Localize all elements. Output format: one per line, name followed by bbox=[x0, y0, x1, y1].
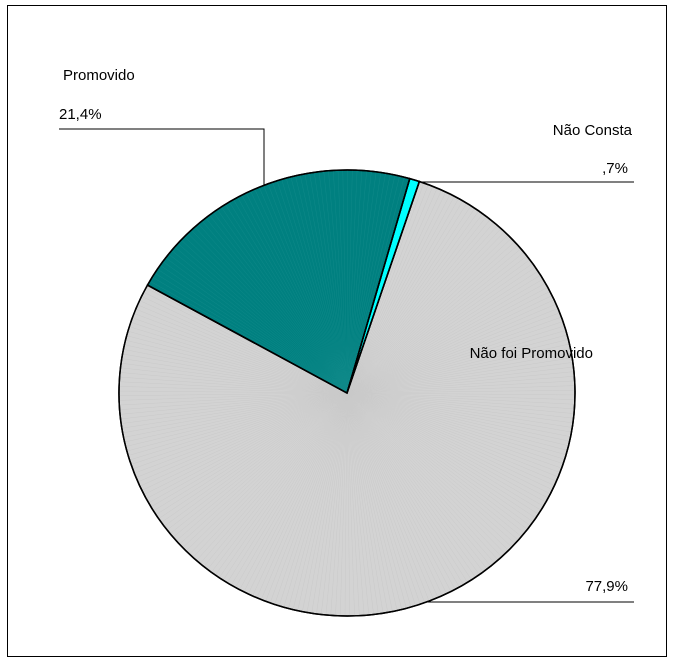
chart-frame: Não foi Promovido 77,9% Promovido 21,4% Não … bbox=[7, 5, 667, 657]
pie-slice-outline bbox=[118, 180, 576, 617]
slice-percent-label: ,7% bbox=[602, 160, 628, 177]
pie-chart: Não foi Promovido 77,9% Promovido 21,4% Não … bbox=[59, 67, 634, 617]
pie-slice-outline bbox=[146, 169, 411, 395]
slice-texture bbox=[119, 182, 575, 616]
slice-label: Não Consta bbox=[553, 122, 633, 139]
slice-percent-label: 77,9% bbox=[585, 578, 628, 595]
slice-texture bbox=[149, 169, 405, 394]
slice-percent-label: 21,4% bbox=[59, 106, 102, 123]
leader-line bbox=[59, 128, 265, 185]
slice-label: Promovido bbox=[63, 67, 135, 84]
slice-label: Não foi Promovido bbox=[470, 345, 593, 362]
